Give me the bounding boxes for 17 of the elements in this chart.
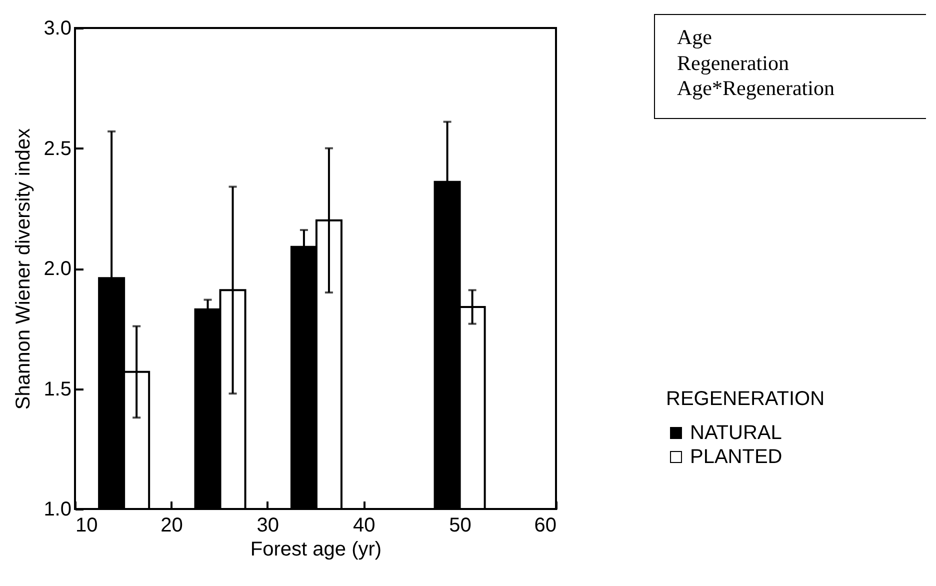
y-tick-label: 2.5 xyxy=(44,138,72,160)
y-tick-label: 3.0 xyxy=(44,18,72,40)
y-tick-label: 1.5 xyxy=(44,378,72,400)
x-tick-label: 40 xyxy=(352,514,376,536)
x-tick-label: 60 xyxy=(534,514,556,536)
legend-title: REGENERATION xyxy=(666,388,825,410)
text-box: Age Regeneration Age*Regeneration xyxy=(654,14,926,119)
y-tick-label: 2.0 xyxy=(44,258,72,280)
x-axis-title: Forest age (yr) xyxy=(250,538,382,560)
legend-label: NATURAL xyxy=(690,422,782,444)
x-tick-label: 30 xyxy=(256,514,280,536)
x-tick-label: 10 xyxy=(76,514,98,536)
y-tick-label: 1.0 xyxy=(44,498,72,520)
x-tick-label: 20 xyxy=(160,514,183,536)
legend-label: PLANTED xyxy=(690,446,782,468)
x-tick-label: 50 xyxy=(449,514,472,536)
y-axis-title: Shannon Wiener diversity index xyxy=(12,128,35,410)
